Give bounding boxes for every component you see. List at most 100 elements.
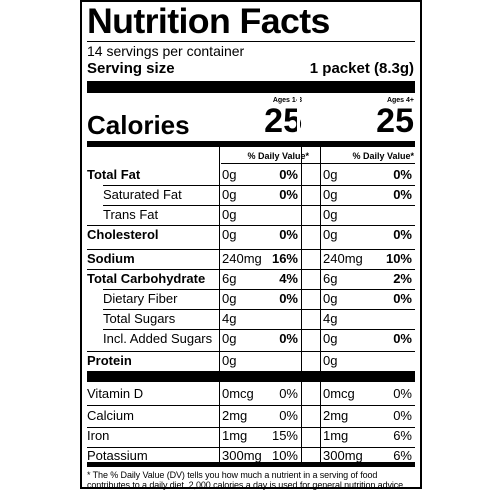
nutrient-percent: 0% xyxy=(279,167,298,182)
nutrient-row-divider xyxy=(87,225,415,226)
nutrient-amount: 0g xyxy=(222,207,237,222)
nutrient-row-divider xyxy=(103,329,415,330)
vitamin-percent: 0% xyxy=(279,386,298,401)
column-separator-left xyxy=(219,147,220,371)
nutrient-percent: 0% xyxy=(279,291,298,306)
nutrient-amount: 0g xyxy=(222,187,237,202)
nutrient-amount: 0g xyxy=(222,353,237,368)
vitamin-label: Iron xyxy=(87,428,110,443)
nutrient-amount: 6g xyxy=(222,271,237,286)
column-gap-upper-2 xyxy=(316,93,319,140)
thick-divider-bottom xyxy=(87,462,415,467)
nutrient-label: Incl. Added Sugars xyxy=(103,331,213,346)
nutrient-amount: 0g xyxy=(323,187,338,202)
nutrient-label: Cholesterol xyxy=(87,227,159,242)
vitamin-amount: 300mg xyxy=(323,448,363,463)
nutrient-amount: 0g xyxy=(222,331,237,346)
nutrient-amount: 0g xyxy=(222,291,237,306)
nutrient-amount: 4g xyxy=(222,311,237,326)
column-header-ages-4plus: Ages 4+ xyxy=(386,97,414,104)
nutrient-percent: 10% xyxy=(385,251,412,266)
nutrient-percent: 0% xyxy=(393,187,412,202)
vitamin-column-separator-mid xyxy=(301,382,302,462)
vitamin-amount: 1mg xyxy=(222,428,248,443)
column-gap-upper-1 xyxy=(297,93,300,140)
vitamin-row-divider xyxy=(87,405,415,406)
nutrient-row-divider xyxy=(87,249,415,250)
nutrient-amount: 4g xyxy=(323,311,338,326)
thick-divider-calories xyxy=(87,141,415,147)
nutrient-amount: 0g xyxy=(323,227,338,242)
nutrient-amount: 0g xyxy=(323,353,338,368)
vitamin-amount: 2mg xyxy=(323,408,349,423)
nutrient-label: Total Carbohydrate xyxy=(87,271,206,286)
calories-value-ages-1-3: 25 xyxy=(264,102,302,140)
nutrient-row-divider xyxy=(103,205,415,206)
nutrient-label: Sodium xyxy=(87,251,135,266)
calories-value-ages-4plus: 25 xyxy=(376,102,414,140)
vitamin-column-separator-right xyxy=(320,382,321,462)
nutrient-percent: 0% xyxy=(279,331,298,346)
nutrient-label: Dietary Fiber xyxy=(103,291,178,306)
vitamin-percent: 0% xyxy=(393,408,412,423)
nutrient-amount: 0g xyxy=(222,227,237,242)
footnote: * The % Daily Value (DV) tells you how m… xyxy=(87,470,406,490)
vitamin-amount: 2mg xyxy=(222,408,248,423)
nutrient-percent: 0% xyxy=(393,167,412,182)
nutrient-row-divider xyxy=(87,269,415,270)
label-title: Nutrition Facts xyxy=(87,2,330,41)
nutrient-percent: 0% xyxy=(393,291,412,306)
nutrient-amount: 6g xyxy=(323,271,338,286)
nutrient-percent: 0% xyxy=(279,187,298,202)
calories-label: Calories xyxy=(87,110,190,140)
vitamin-amount: 300mg xyxy=(222,448,262,463)
nutrient-label: Saturated Fat xyxy=(103,187,182,202)
nutrient-row-divider xyxy=(103,309,415,310)
vitamin-percent: 15% xyxy=(271,428,298,443)
serving-size-value: 1 packet (8.3g) xyxy=(309,60,414,77)
vitamin-percent: 0% xyxy=(279,408,298,423)
nutrient-percent: 0% xyxy=(279,227,298,242)
nutrient-percent: 4% xyxy=(279,271,298,286)
nutrient-label: Total Fat xyxy=(87,167,141,182)
nutrient-percent: 16% xyxy=(271,251,298,266)
daily-value-header-col1: % Daily Value* xyxy=(247,151,309,161)
nutrient-percent: 0% xyxy=(393,227,412,242)
nutrient-amount: 0g xyxy=(323,291,338,306)
servings-per-container: 14 servings per container xyxy=(87,43,245,59)
nutrient-percent: 0% xyxy=(393,331,412,346)
nutrient-amount: 0g xyxy=(323,207,338,222)
vitamin-percent: 6% xyxy=(393,448,412,463)
nutrient-amount: 240mg xyxy=(323,251,363,266)
daily-value-header-col2: % Daily Value* xyxy=(352,151,414,161)
vitamin-percent: 10% xyxy=(271,448,298,463)
nutrient-amount: 240mg xyxy=(222,251,262,266)
column-separator-mid xyxy=(301,147,302,371)
column-separator-right xyxy=(320,147,321,371)
title-divider xyxy=(87,41,415,42)
daily-value-divider xyxy=(221,163,415,164)
serving-size-label: Serving size xyxy=(87,60,175,77)
column-header-ages-1-3: Ages 1-3 xyxy=(272,97,302,104)
vitamin-amount: 0mcg xyxy=(222,386,254,401)
vitamin-label: Potassium xyxy=(87,448,148,463)
nutrient-row-divider xyxy=(103,289,415,290)
vitamin-column-separator-left xyxy=(219,382,220,462)
vitamin-label: Vitamin D xyxy=(87,386,144,401)
nutrient-amount: 0g xyxy=(323,167,338,182)
vitamin-amount: 1mg xyxy=(323,428,349,443)
nutrient-label: Protein xyxy=(87,353,132,368)
vitamin-label: Calcium xyxy=(87,408,134,423)
vitamin-row-divider xyxy=(87,427,415,428)
vitamin-amount: 0mcg xyxy=(323,386,355,401)
nutrient-percent: 2% xyxy=(393,271,412,286)
nutrient-amount: 0g xyxy=(323,331,338,346)
nutrient-amount: 0g xyxy=(222,167,237,182)
nutrient-row-divider xyxy=(87,351,415,352)
nutrient-label: Total Sugars xyxy=(103,311,176,326)
nutrition-facts-label: Nutrition Facts 14 servings per containe… xyxy=(80,0,422,490)
nutrient-row-divider xyxy=(103,185,415,186)
vitamin-percent: 0% xyxy=(393,386,412,401)
thick-divider-vitamins xyxy=(87,371,415,382)
thick-divider-top xyxy=(87,81,415,93)
